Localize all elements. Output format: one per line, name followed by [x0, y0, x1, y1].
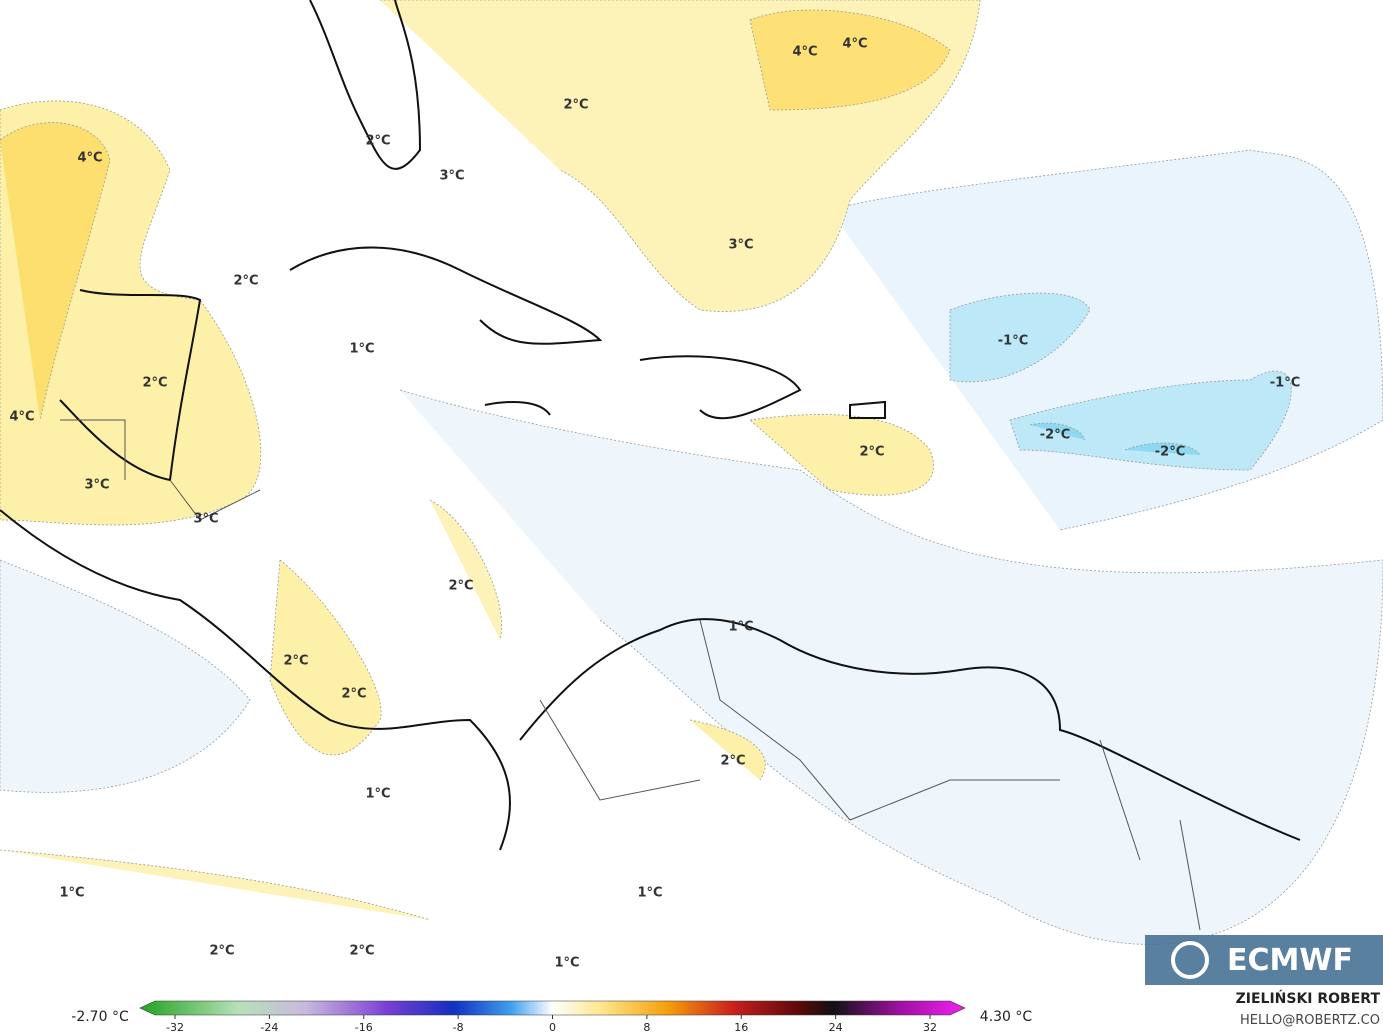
colorbar-tick-label: 0: [549, 1021, 556, 1034]
contour-label: -1°C: [1270, 376, 1300, 391]
contour-label: 2°C: [720, 754, 745, 769]
contour-label: 4°C: [77, 151, 102, 166]
contour-label: 3°C: [439, 169, 464, 184]
contour-label: 2°C: [233, 274, 258, 289]
contour-label: 2°C: [859, 445, 884, 460]
colorbar-tick-label: -16: [355, 1021, 373, 1034]
contour-label: 2°C: [448, 579, 473, 594]
contour-label: 2°C: [349, 944, 374, 959]
colorbar-tick-label: -32: [166, 1021, 184, 1034]
contour-label: 2°C: [365, 134, 390, 149]
max-label: 4.30 °C: [980, 1009, 1033, 1025]
contour-label: 3°C: [193, 512, 218, 527]
colorbar-bar: [139, 1000, 966, 1016]
logo-icon: [1171, 941, 1209, 979]
contour-label: 3°C: [84, 478, 109, 493]
logo-text: ECMWF: [1227, 943, 1353, 978]
contour-label: 2°C: [209, 944, 234, 959]
anomaly-fields: [0, 0, 1383, 945]
contour-label: 1°C: [59, 886, 84, 901]
credit-author: ZIELIŃSKI ROBERT: [1236, 989, 1381, 1007]
min-label: -2.70 °C: [71, 1009, 129, 1025]
contour-label: 2°C: [283, 654, 308, 669]
colorbar-tick-label: 32: [923, 1021, 937, 1034]
colorbar-tick-label: 16: [734, 1021, 748, 1034]
contour-label: 1°C: [554, 956, 579, 971]
borders: [60, 419, 1201, 931]
colorbar-tick-label: -24: [260, 1021, 278, 1034]
contour-label: 4°C: [842, 37, 867, 52]
contour-label: 2°C: [563, 98, 588, 113]
colorbar-tick-label: 24: [829, 1021, 843, 1034]
contour-label: 4°C: [9, 410, 34, 425]
contour-label: 2°C: [341, 687, 366, 702]
colorbar: -32 -24 -16 -8 0 8 16 24 32: [139, 1000, 966, 1034]
colorbar-tick-label: 8: [643, 1021, 650, 1034]
contour-label: 4°C: [792, 45, 817, 60]
contour-label: 1°C: [365, 787, 390, 802]
contour-label: 2°C: [142, 376, 167, 391]
contour-label: 1°C: [349, 342, 374, 357]
contour-label: -2°C: [1040, 428, 1070, 443]
credit-contact: HELLO@ROBERTZ.CO: [1240, 1013, 1380, 1028]
contour-label: -1°C: [998, 334, 1028, 349]
colorbar-tick-label: -8: [453, 1021, 464, 1034]
contour-label: -2°C: [1155, 445, 1185, 460]
contour-label: 1°C: [637, 886, 662, 901]
contour-label: 3°C: [728, 238, 753, 253]
contour-labels: 4°C 4°C 2°C 2°C 3°C 4°C 3°C 2°C 1°C 2°C -1°C -1°C 4°…: [9, 37, 1300, 971]
coastlines: [0, 0, 1301, 851]
contour-label: 1°C: [728, 620, 753, 635]
